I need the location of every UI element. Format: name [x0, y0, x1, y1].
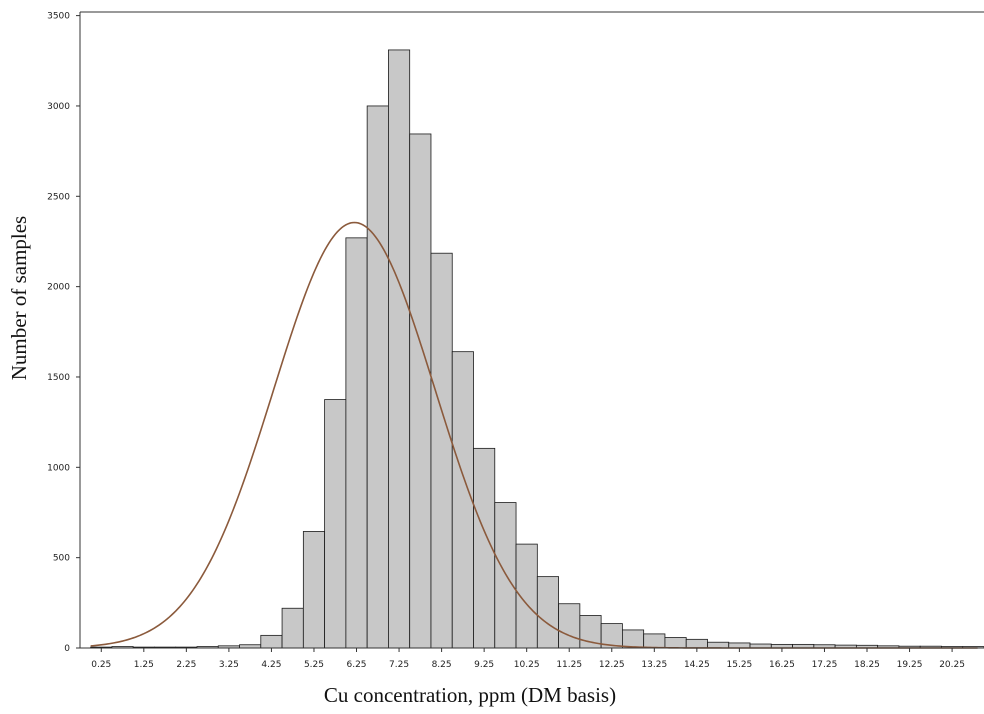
y-tick-label: 3500: [47, 12, 70, 22]
x-tick-label: 19.25: [897, 660, 923, 670]
x-tick-label: 12.25: [599, 660, 625, 670]
y-tick-label: 1500: [47, 373, 70, 383]
x-ticks: 0.25 1.25 2.25 3.25 4.25 5.25 6.25 7.25 8.25 9.25…: [91, 648, 965, 670]
histogram-bars: [90, 49, 984, 649]
y-axis-title: Number of samples: [7, 216, 31, 380]
x-tick-label: 13.25: [641, 660, 667, 670]
x-tick-label: 7.25: [389, 660, 409, 670]
x-tick-label: 2.25: [176, 660, 196, 670]
x-tick-label: 3.25: [219, 660, 239, 670]
histogram-bar: [324, 399, 347, 649]
histogram-bar: [345, 237, 368, 649]
x-tick-label: 14.25: [684, 660, 710, 670]
y-tick-label: 3000: [47, 102, 70, 112]
axes: [79, 11, 984, 649]
x-tick-label: 18.25: [854, 660, 880, 670]
x-tick-label: 20.25: [939, 660, 965, 670]
x-tick-label: 16.25: [769, 660, 795, 670]
y-tick-label: 2000: [47, 283, 70, 293]
histogram-bar: [643, 633, 666, 649]
x-tick-label: 5.25: [304, 660, 324, 670]
y-tick-label: 1000: [47, 463, 70, 473]
histogram-bar: [707, 641, 730, 649]
histogram-bar: [281, 607, 304, 649]
x-tick-label: 1.25: [134, 660, 154, 670]
histogram-bar: [388, 49, 411, 649]
histogram-bar: [664, 637, 687, 649]
histogram-bar: [536, 576, 559, 649]
x-tick-label: 17.25: [812, 660, 838, 670]
histogram-bar: [260, 634, 283, 649]
histogram-bar: [366, 105, 389, 649]
x-tick-label: 11.25: [556, 660, 582, 670]
histogram-bar: [558, 603, 581, 649]
histogram-bar: [409, 133, 432, 649]
y-tick-label: 0: [64, 644, 70, 654]
histogram-bar: [430, 252, 453, 649]
histogram-bar: [685, 638, 708, 649]
histogram-bar: [302, 531, 326, 649]
x-tick-label: 6.25: [346, 660, 366, 670]
x-tick-label: 10.25: [514, 660, 540, 670]
x-tick-label: 15.25: [727, 660, 753, 670]
y-tick-label: 2500: [47, 192, 70, 202]
x-axis-title: Cu concentration, ppm (DM basis): [324, 683, 616, 707]
x-tick-label: 9.25: [474, 660, 494, 670]
histogram-bar: [451, 351, 474, 649]
histogram-bar: [622, 629, 645, 649]
x-tick-label: 4.25: [261, 660, 281, 670]
x-tick-label: 0.25: [91, 660, 111, 670]
y-tick-label: 500: [53, 554, 70, 564]
y-ticks: 0 500 1000 1500 2000 2500 3000 3500: [47, 12, 80, 654]
x-tick-label: 8.25: [432, 660, 452, 670]
